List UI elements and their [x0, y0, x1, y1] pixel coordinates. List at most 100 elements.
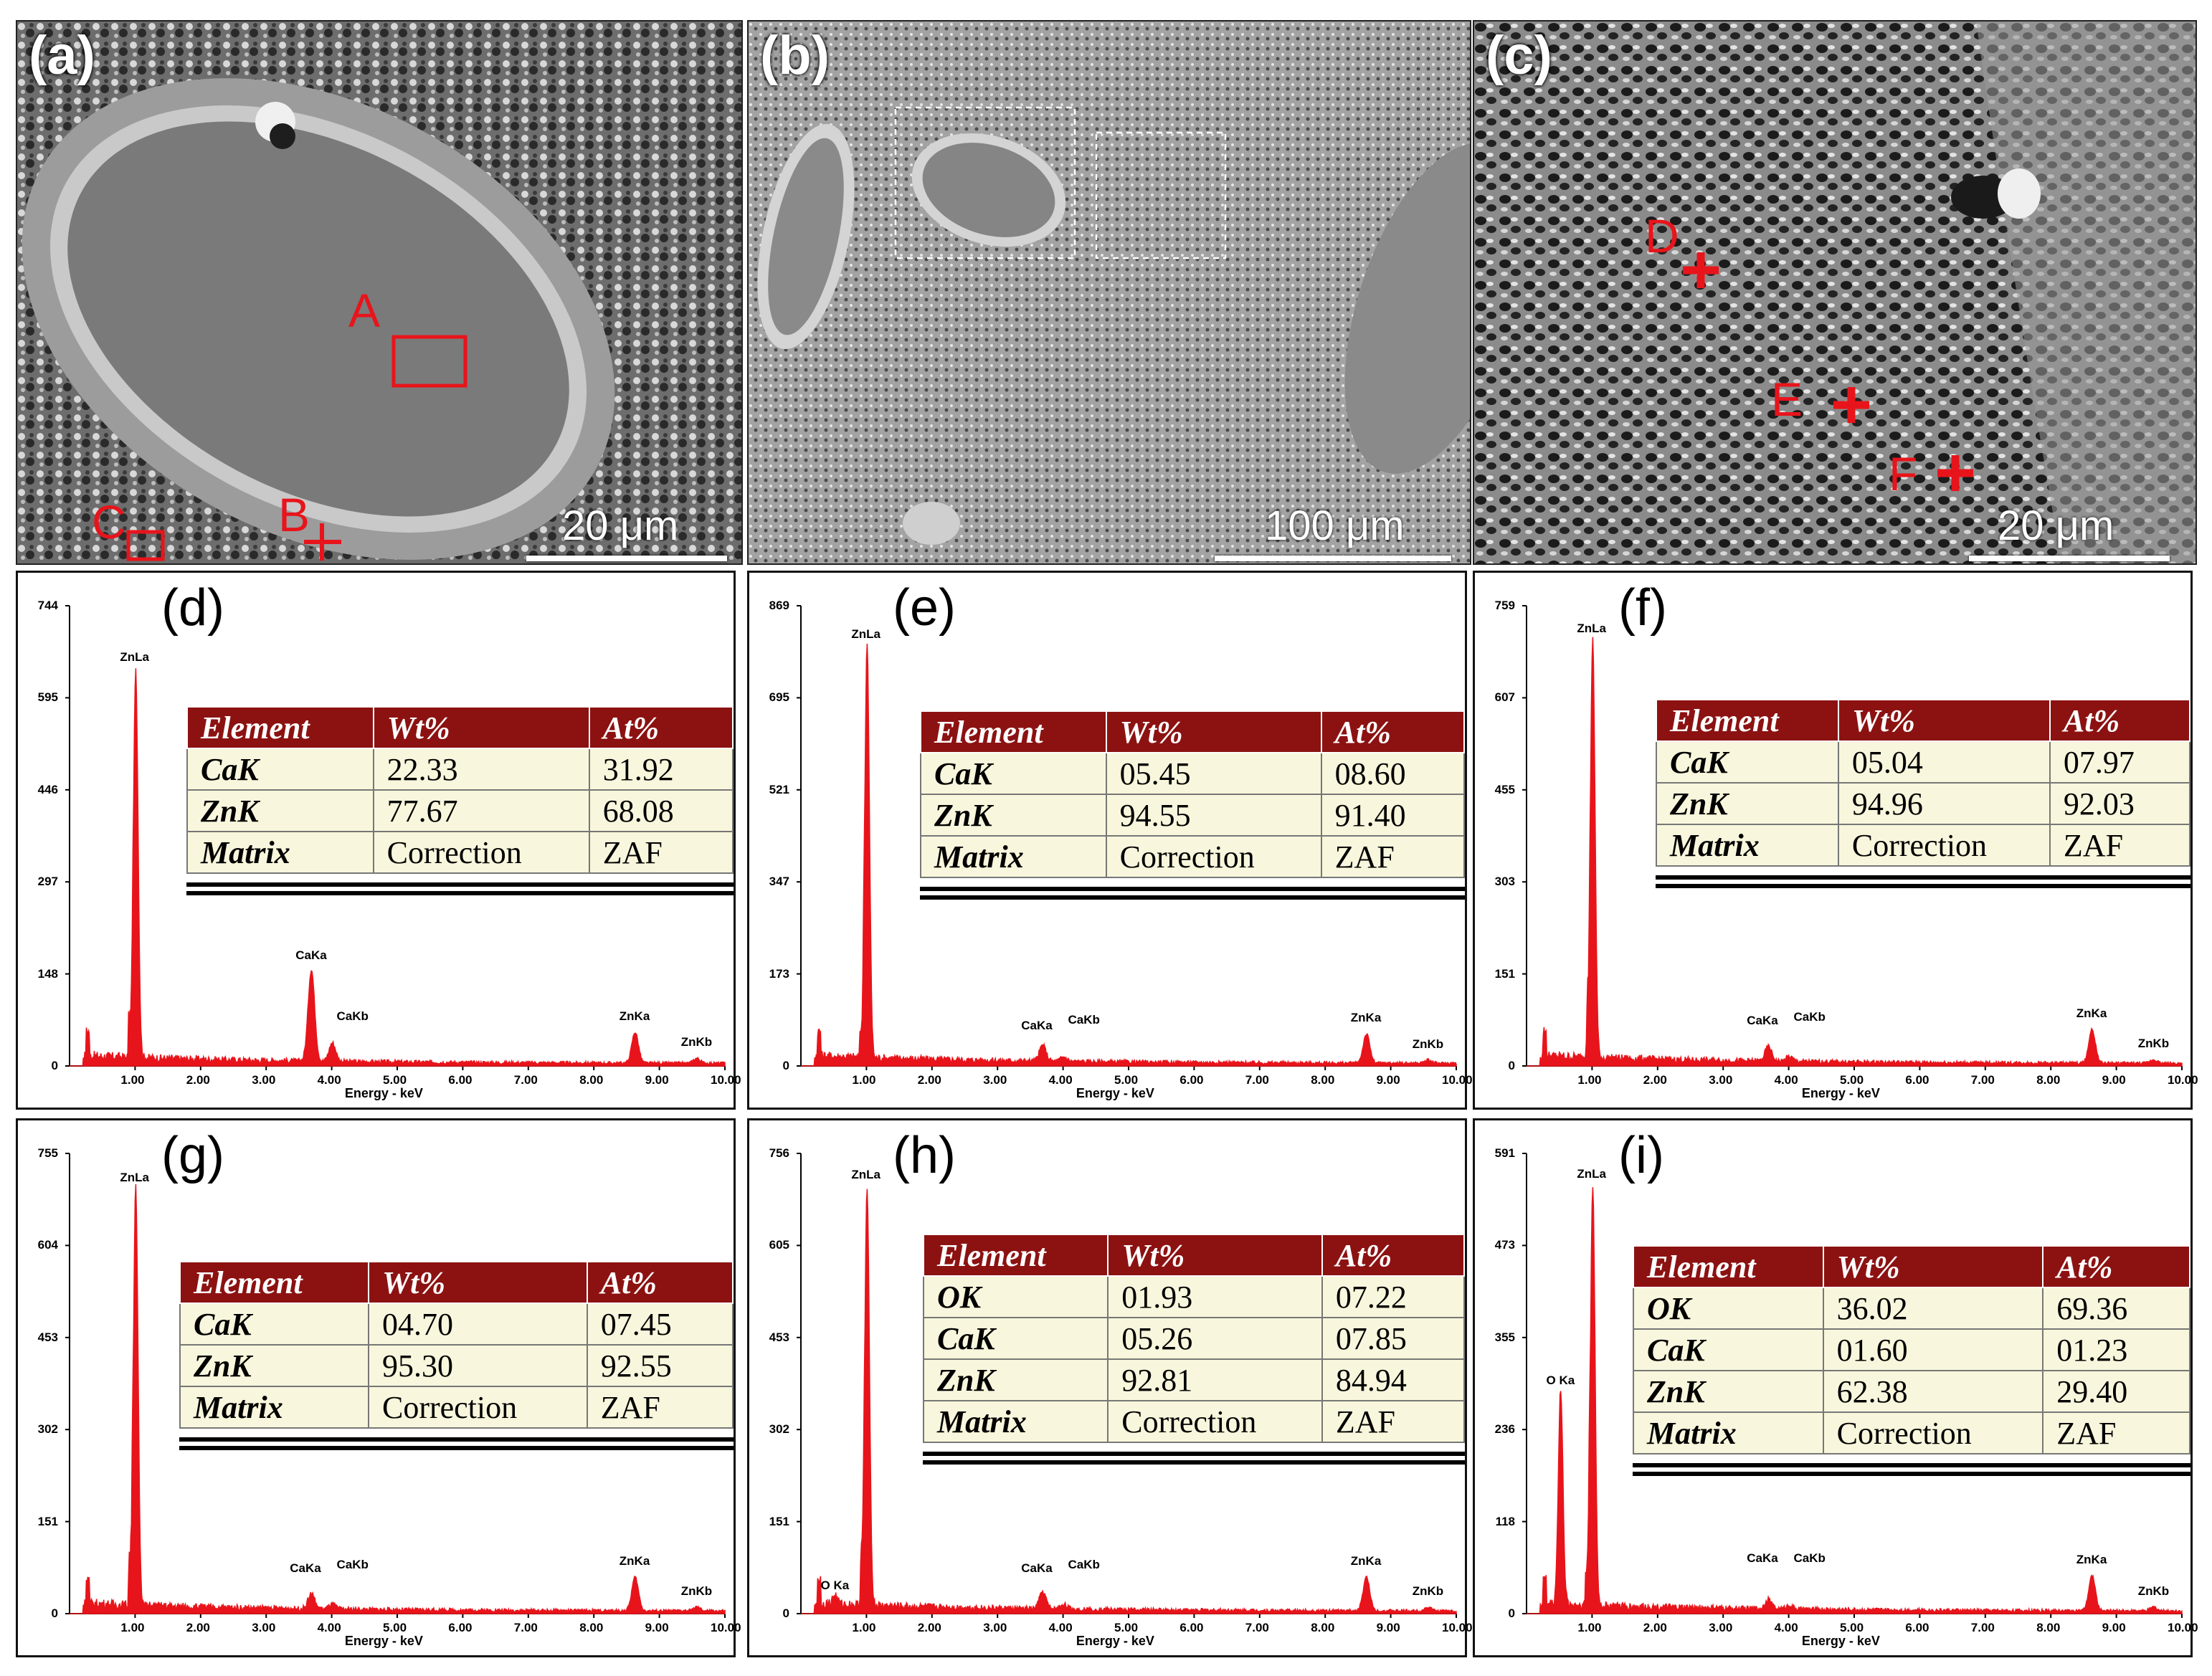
x-tick-label: 9.00 [645, 1621, 669, 1634]
y-tick-label: 0 [1508, 1059, 1515, 1072]
y-tick-label: 118 [1495, 1514, 1515, 1528]
marker-box-c [126, 530, 165, 561]
sem-image-c [1474, 22, 2196, 563]
table-row: CaK 01.60 01.23 [1633, 1328, 2190, 1371]
y-tick-label: 0 [51, 1606, 58, 1620]
x-tick-label: 4.00 [1048, 1621, 1073, 1634]
spectrum-trace [70, 1184, 726, 1614]
marker-letter: C [92, 495, 126, 548]
peak-label: ZnLa [851, 627, 880, 641]
table-cell: 62.38 [1822, 1370, 2044, 1413]
y-tick-label: 302 [769, 1422, 789, 1437]
y-tick-label: 453 [769, 1330, 789, 1344]
x-tick-label: 3.00 [252, 1073, 276, 1087]
table-row: CaK 05.26 07.85 [922, 1317, 1466, 1360]
sem-markers-a [126, 335, 467, 561]
eds-spectrum-panel: 0 151 303 455 607 759 1.00 2.00 3.00 4.00 5.00 6.00… [1473, 571, 2198, 1110]
table-cell: 01.23 [2042, 1328, 2190, 1371]
x-axis-title: Energy - keV [1801, 1086, 1880, 1100]
eds-spectrum-panel: 0 151 302 453 605 756 1.00 2.00 3.00 4.00 5.00 6.00… [747, 1118, 1473, 1657]
sem-panel-a: (a) A B C 20 μm [16, 20, 743, 565]
x-tick-label: 5.00 [1840, 1073, 1864, 1087]
y-tick-label: 0 [782, 1606, 789, 1620]
peak-label: CaKa [1021, 1561, 1053, 1576]
peak-label: ZnKa [1350, 1554, 1382, 1568]
table-row: Matrix Correction ZAF [186, 831, 734, 874]
table-header-cell: Element [186, 706, 374, 749]
table-cell: Correction [372, 831, 590, 874]
table-rule [923, 1452, 1465, 1456]
marker-cross-f [1937, 455, 1973, 491]
peak-label: ZnLa [1577, 1167, 1606, 1181]
table-cell: 07.45 [586, 1303, 734, 1346]
x-tick-label: 2.00 [917, 1073, 941, 1087]
table-header-cell: At% [588, 706, 734, 749]
peak-label: CaKa [1021, 1018, 1053, 1032]
table-cell: CaK [1633, 1328, 1824, 1371]
x-tick-label: 3.00 [983, 1073, 1007, 1087]
y-tick-label: 473 [1494, 1238, 1515, 1252]
table-cell: 07.97 [2049, 741, 2191, 784]
table-rule [923, 1460, 1465, 1465]
table-row: OK 36.02 69.36 [1633, 1287, 2190, 1330]
table-cell: OK [922, 1275, 1109, 1318]
table-cell: Matrix [186, 831, 374, 874]
table-cell: 31.92 [588, 748, 734, 791]
table-cell: Matrix [922, 1400, 1109, 1443]
peak-label: CaKb [336, 1009, 369, 1024]
table-cell: 95.30 [367, 1344, 588, 1387]
peak-label: ZnKa [1350, 1011, 1382, 1025]
y-tick-label: 591 [1494, 1146, 1515, 1160]
table-row: CaK 05.04 07.97 [1656, 741, 2191, 784]
x-tick-label: 2.00 [186, 1073, 210, 1087]
x-tick-label: 8.00 [1311, 1073, 1335, 1087]
y-tick-label: 604 [37, 1238, 58, 1252]
table-cell: 29.40 [2042, 1370, 2190, 1413]
table-header-cell: Element [922, 1234, 1109, 1277]
table-cell: CaK [1656, 741, 1839, 784]
x-tick-label: 6.00 [1905, 1621, 1929, 1634]
sem-markers-c [1683, 252, 1973, 491]
peak-label: CaKa [1747, 1551, 1778, 1565]
table-cell: 68.08 [588, 789, 734, 832]
table-cell: ZAF [1321, 1400, 1466, 1443]
x-tick-label: 4.00 [1048, 1073, 1073, 1087]
scale-bar [1969, 556, 2170, 561]
table-row: Matrix Correction ZAF [1633, 1411, 2190, 1454]
table-rule [920, 895, 1465, 900]
x-tick-label: 5.00 [383, 1621, 407, 1634]
x-tick-label: 9.00 [2102, 1073, 2126, 1087]
peak-label: O Ka [820, 1579, 850, 1593]
y-tick-label: 759 [1494, 599, 1515, 612]
sem-panel-c: (c) D E F 20 μm [1473, 20, 2197, 565]
sem-image-a [17, 22, 741, 563]
table-cell: 92.81 [1107, 1358, 1323, 1401]
y-tick-label: 173 [769, 966, 789, 981]
x-tick-label: 1.00 [1577, 1621, 1602, 1634]
x-tick-label: 5.00 [1840, 1621, 1864, 1634]
x-tick-label: 7.00 [1245, 1073, 1269, 1087]
panel-label: (c) [1486, 25, 1552, 86]
peak-label: O Ka [1546, 1373, 1575, 1388]
y-tick-label: 521 [769, 782, 789, 796]
y-tick-label: 869 [769, 599, 789, 612]
x-tick-label: 7.00 [1970, 1621, 1995, 1634]
marker-box-a [391, 335, 467, 388]
spectrum-trace [1527, 637, 2183, 1067]
table-rule [920, 887, 1465, 891]
y-tick-label: 695 [769, 690, 789, 705]
panel-label: (g) [161, 1127, 224, 1184]
table-header-cell: At% [2049, 699, 2191, 742]
eds-spectrum-panel: 0 151 302 453 604 755 1.00 2.00 3.00 4.00 5.00 6.00… [16, 1118, 741, 1657]
x-tick-label: 6.00 [1179, 1073, 1204, 1087]
peak-label: ZnLa [120, 650, 149, 665]
x-tick-label: 4.00 [317, 1621, 341, 1634]
table-cell: 36.02 [1822, 1287, 2044, 1330]
table-cell: 05.45 [1105, 752, 1322, 795]
composition-table: Element Wt% At% CaK 04.70 07.45 ZnK 95.30 92.55 M… [179, 1261, 734, 1450]
table-rule [186, 882, 734, 887]
table-row: OK 01.93 07.22 [922, 1275, 1466, 1318]
peak-label: ZnLa [120, 1170, 149, 1184]
x-tick-label: 5.00 [1114, 1073, 1139, 1087]
peak-label: ZnKb [2137, 1036, 2170, 1050]
